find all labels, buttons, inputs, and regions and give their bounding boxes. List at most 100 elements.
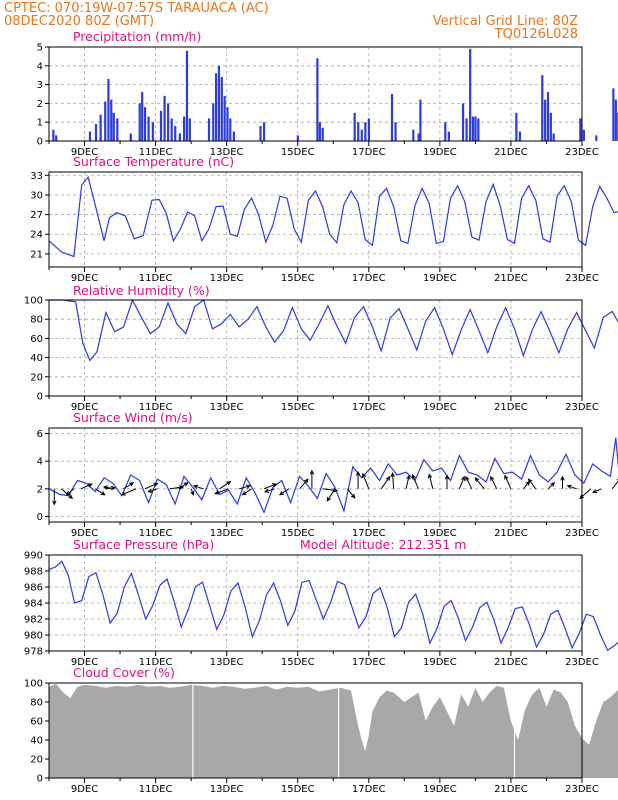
x-tick-label: 15DEC xyxy=(281,784,315,795)
precip-bar xyxy=(107,78,110,141)
panel-precip: Precipitation (mm/h) 0 1 2 3 4 5 9DEC 11DEC 13DEC… xyxy=(37,29,618,158)
wind-vector-arrow xyxy=(144,482,159,490)
wind-vector-arrow xyxy=(592,488,602,494)
precip-bar xyxy=(262,122,266,141)
precip-bar xyxy=(143,107,147,141)
wind-vector-arrow xyxy=(299,478,309,490)
x-tick-label: 17DEC xyxy=(352,147,386,158)
precip-bar xyxy=(546,92,550,141)
x-tick-label: 23DEC xyxy=(565,528,599,539)
panel-pres: Surface Pressure (hPa) Model Altitude: 21… xyxy=(24,537,618,668)
x-tick-label: 13DEC xyxy=(210,273,244,284)
precip-bar xyxy=(159,110,163,141)
precip-bar xyxy=(223,95,226,141)
y-tick-label: 5 xyxy=(37,43,43,54)
wind-vector-arrow xyxy=(326,488,336,502)
x-tick-label: 21DEC xyxy=(494,147,528,158)
precip-bar xyxy=(461,103,465,141)
precip-bar xyxy=(229,118,232,141)
wind-vector-arrow xyxy=(527,478,537,490)
header-station: CPTEC: 070:19W-07:57S TARAUACA (AC) xyxy=(4,1,269,16)
x-tick-label: 23DEC xyxy=(565,147,599,158)
x-tick-label: 13DEC xyxy=(210,784,244,795)
wind-vector-arrow xyxy=(80,483,93,490)
x-tick-label: 19DEC xyxy=(423,528,457,539)
y-tick-label: 988 xyxy=(24,567,43,578)
wind-vector-arrow xyxy=(427,473,434,489)
wind-vector-arrow xyxy=(566,484,577,490)
wind-vector-arrow xyxy=(192,484,204,490)
precip-bar xyxy=(170,118,173,141)
precip-bar xyxy=(394,122,397,141)
x-tick-label: 9DEC xyxy=(71,273,98,284)
y-tick-label: 20 xyxy=(30,372,43,383)
y-tick-label: 6 xyxy=(37,429,43,440)
x-tick-label: 15DEC xyxy=(281,147,315,158)
y-tick-label: 30 xyxy=(30,190,43,201)
precip-bar xyxy=(612,88,615,141)
precip-bar xyxy=(419,99,422,141)
y-tick-label: 2 xyxy=(37,484,43,495)
wind-vector-arrow xyxy=(362,472,370,489)
wind-vector-arrow xyxy=(560,475,565,489)
precip-bar xyxy=(88,131,92,141)
x-tick-label: 21DEC xyxy=(494,402,528,413)
precip-bar xyxy=(364,122,367,141)
x-tick-label: 23DEC xyxy=(565,402,599,413)
precip-bar xyxy=(444,122,447,141)
panel-frame xyxy=(48,46,583,142)
wind-vector-arrow xyxy=(405,474,411,489)
precip-bar xyxy=(465,118,468,141)
panel-title: Surface Temperature (nC) xyxy=(73,154,234,169)
precip-bar xyxy=(183,116,186,141)
x-tick-label: 15DEC xyxy=(281,657,315,668)
precip-bar xyxy=(549,112,552,141)
panel-title: Surface Pressure (hPa) xyxy=(73,537,214,552)
precip-bar xyxy=(163,95,166,141)
wind-vector-arrow xyxy=(52,488,57,506)
precip-bar xyxy=(94,124,98,141)
x-tick-label: 19DEC xyxy=(423,147,457,158)
header-run-time: 08DEC2020 80Z (GMT) xyxy=(4,14,154,29)
y-tick-label: 984 xyxy=(24,599,43,610)
precip-bar xyxy=(138,103,141,141)
x-tick-label: 19DEC xyxy=(423,273,457,284)
panel-frame xyxy=(48,427,583,523)
x-tick-label: 17DEC xyxy=(352,402,386,413)
y-tick-label: 4 xyxy=(37,457,43,468)
precip-bar xyxy=(167,103,170,141)
precip-bar xyxy=(178,133,181,141)
y-tick-label: 978 xyxy=(24,647,43,658)
x-tick-label: 19DEC xyxy=(423,657,457,668)
wind-vector-arrow xyxy=(504,474,512,490)
wind-vector-arrow xyxy=(547,481,556,490)
precip-bar xyxy=(316,58,319,141)
precip-bar xyxy=(595,135,598,141)
x-tick-label: 21DEC xyxy=(494,784,528,795)
y-tick-label: 980 xyxy=(24,631,43,642)
precip-bar xyxy=(296,135,299,141)
panel-rh: Relative Humidity (%) 0 20 40 60 80 100 9DEC 11D… xyxy=(24,283,618,413)
panel-title: Cloud Cover (%) xyxy=(73,665,175,680)
x-tick-label: 19DEC xyxy=(423,402,457,413)
x-tick-label: 15DEC xyxy=(281,402,315,413)
precip-bar xyxy=(104,101,107,141)
x-tick-label: 13DEC xyxy=(210,402,244,413)
x-tick-label: 15DEC xyxy=(281,528,315,539)
precip-bar xyxy=(99,114,102,141)
wind-vector-arrow xyxy=(219,480,232,490)
y-tick-label: 60 xyxy=(30,334,43,345)
wind-vector-arrow xyxy=(238,484,251,490)
precip-bar xyxy=(52,129,55,141)
wind-vector-arrow xyxy=(355,470,361,489)
precip-bar xyxy=(541,75,544,141)
wind-vector-arrow xyxy=(120,488,137,496)
wind-vector-arrow xyxy=(611,478,618,490)
temp-series-line xyxy=(48,175,618,258)
y-tick-label: 2 xyxy=(37,99,43,110)
y-tick-label: 24 xyxy=(30,230,43,241)
y-tick-label: 0 xyxy=(37,392,43,403)
x-tick-label: 11DEC xyxy=(139,147,173,158)
precip-bar xyxy=(185,50,189,142)
